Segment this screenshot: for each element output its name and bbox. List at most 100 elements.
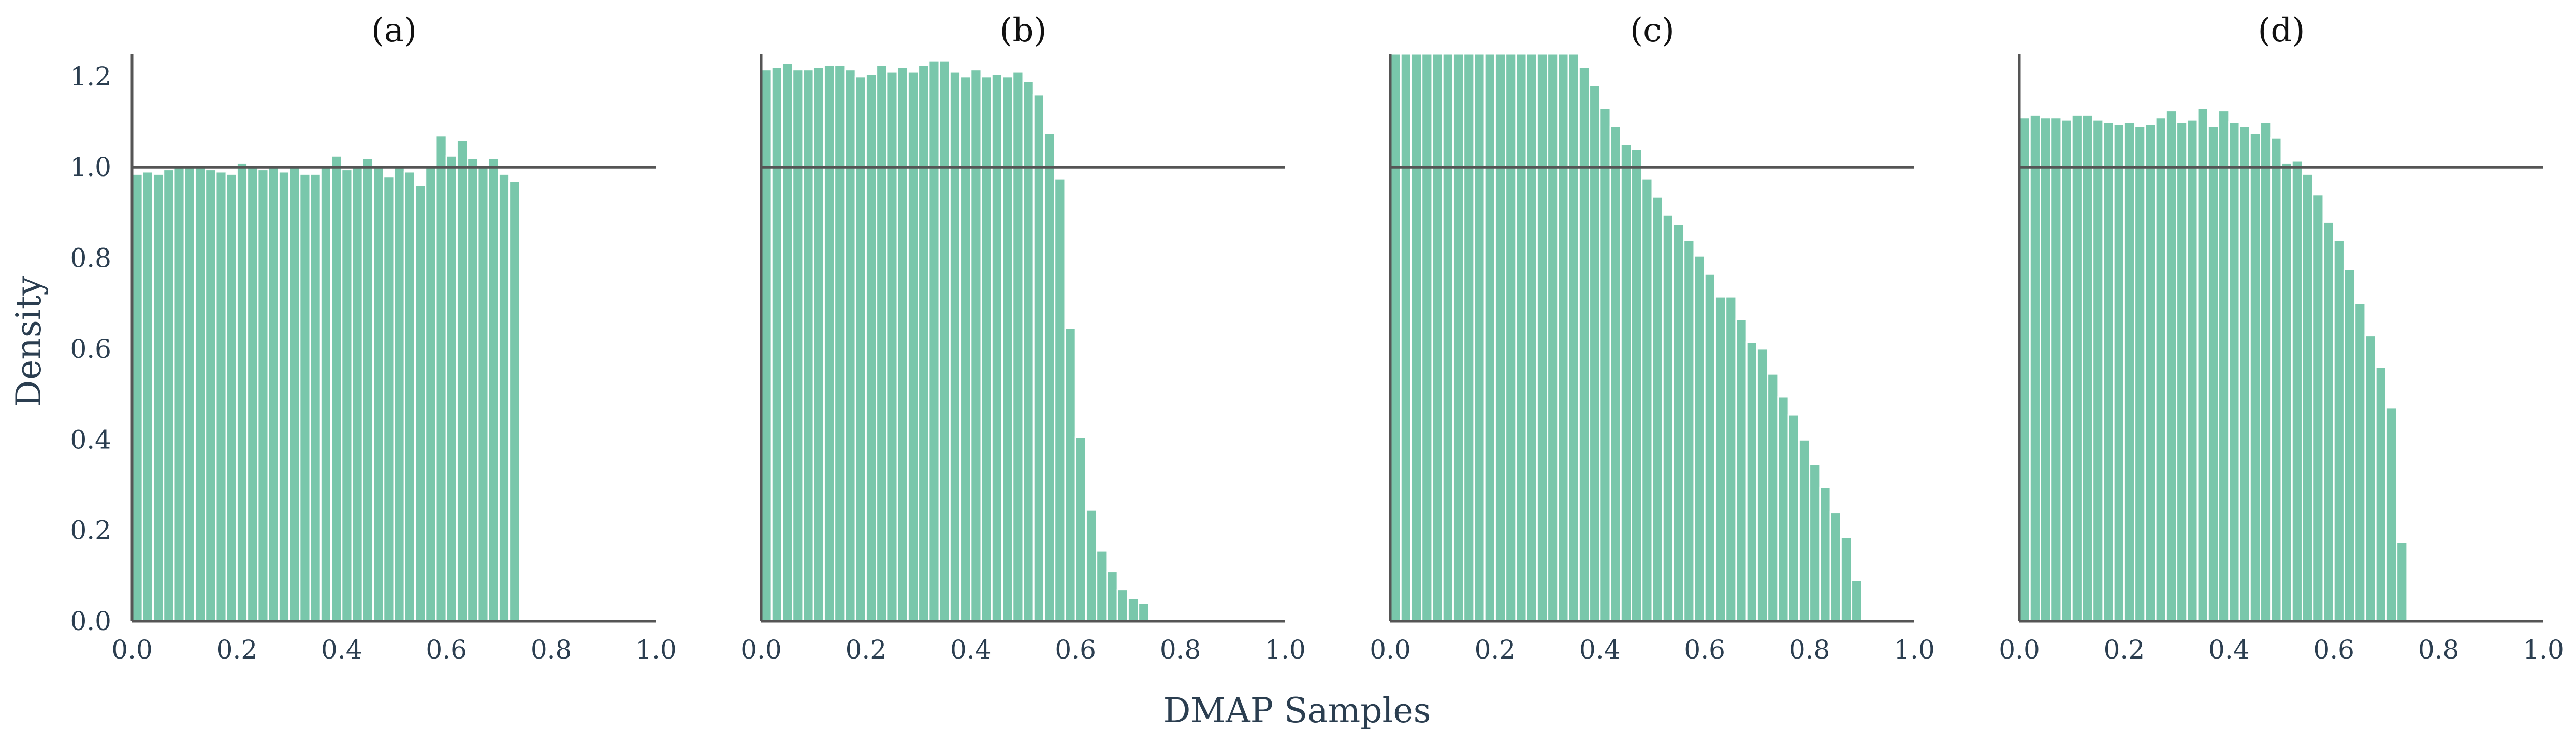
x-tick-label: 0.6	[426, 635, 467, 665]
histogram-bar	[1054, 178, 1066, 622]
histogram-bar	[1473, 53, 1486, 622]
x-tick-label: 0.8	[531, 635, 572, 665]
histogram-bar	[918, 64, 930, 622]
x-tick-label: 1.0	[1894, 635, 1935, 665]
histogram-bar	[1693, 255, 1706, 622]
histogram-bar	[2322, 221, 2335, 622]
histogram-bar	[2218, 110, 2230, 622]
histogram-bar	[2113, 123, 2125, 622]
histogram-bar	[267, 166, 280, 622]
histogram-bar	[2018, 116, 2031, 622]
histogram-bar	[173, 164, 185, 622]
histogram-bar	[1483, 53, 1496, 622]
histogram-bar	[2165, 110, 2178, 622]
histogram-bar	[2364, 334, 2377, 622]
x-tick-label: 0.2	[2104, 635, 2145, 665]
histogram-bar	[1463, 53, 1475, 622]
histogram-bar	[1756, 348, 1769, 622]
histogram-bar	[1829, 511, 1842, 622]
histogram-bar	[141, 171, 154, 622]
histogram-bar	[2207, 125, 2220, 622]
histogram-bar	[2196, 107, 2209, 622]
y-tick-label: 0.4	[70, 425, 111, 455]
histogram-bar	[1085, 509, 1098, 622]
histogram-bar	[844, 69, 856, 622]
histogram-bar	[2050, 116, 2062, 622]
x-tick-label: 0.0	[111, 635, 153, 665]
panel-title: (d)	[2258, 11, 2305, 50]
y-tick-label: 1.2	[70, 62, 111, 92]
y-tick-label: 0.6	[70, 334, 111, 364]
histogram-bar	[2081, 114, 2094, 622]
histogram-bar	[330, 155, 343, 622]
histogram-bar	[959, 76, 972, 622]
histogram-bar	[215, 171, 227, 622]
histogram-bar	[2291, 159, 2303, 622]
histogram-bar	[425, 166, 437, 622]
histogram-bar	[781, 62, 794, 622]
histogram-bar	[1819, 486, 1831, 622]
histogram-bar	[1557, 53, 1569, 622]
histogram-bar	[812, 66, 825, 622]
histogram-bar	[970, 69, 982, 622]
histogram-bar	[1043, 132, 1056, 622]
histogram-bar	[236, 162, 249, 622]
histogram-bar	[1662, 214, 1674, 622]
y-tick-label: 0.8	[70, 243, 111, 273]
histogram-bar	[435, 135, 447, 622]
histogram-bar	[2375, 366, 2387, 622]
histogram-bar	[309, 173, 322, 622]
histogram-bar	[1106, 571, 1118, 622]
histogram-bar	[2260, 121, 2272, 622]
y-tick-label: 0.0	[70, 606, 111, 636]
histogram-bar	[2155, 116, 2167, 622]
x-tick-label: 0.8	[1789, 635, 1830, 665]
histogram-bar	[319, 166, 332, 622]
histogram-bar	[2123, 121, 2136, 622]
histogram-bar	[351, 164, 363, 622]
histogram-bar	[2039, 116, 2052, 622]
histogram-bar	[414, 184, 427, 622]
panel-2: (b) 0.0 0.2 0.4 0.6 0.8 1.0	[740, 11, 1306, 665]
x-tick-label: 0.6	[1055, 635, 1096, 665]
histogram-bar	[1431, 53, 1444, 622]
bars	[1389, 53, 1863, 622]
histogram-bar	[403, 171, 416, 622]
histogram-bar	[2249, 132, 2262, 622]
histogram-bar	[299, 173, 311, 622]
histogram-bar	[792, 69, 804, 622]
x-tick-label: 0.8	[1160, 635, 1201, 665]
histogram-bar	[1767, 373, 1779, 622]
x-tick-label: 0.4	[2208, 635, 2250, 665]
histogram-bar	[991, 73, 1003, 622]
histogram-bar	[1400, 53, 1412, 622]
histogram-bar	[770, 66, 783, 622]
histogram-bar	[1809, 464, 1821, 622]
histogram-bar	[152, 173, 165, 622]
y-tick-label: 0.2	[70, 516, 111, 546]
histogram-bar	[278, 171, 290, 622]
histogram-bar	[980, 76, 993, 622]
histogram-bar	[1515, 53, 1527, 622]
histogram-bar	[834, 64, 846, 622]
histogram-bar	[2280, 162, 2293, 622]
histogram-bar	[1620, 143, 1633, 622]
panel-4: (d) 0.0 0.2 0.4 0.6 0.8 1.0	[1999, 11, 2564, 665]
histogram-bar	[1683, 239, 1695, 622]
histogram-bar	[2071, 114, 2083, 622]
histogram-bar	[361, 157, 374, 622]
x-tick-label: 0.4	[950, 635, 992, 665]
histogram-bar	[1547, 53, 1559, 622]
histogram-bar	[896, 66, 909, 622]
histogram-bar	[2301, 173, 2314, 622]
histogram-bar	[1074, 436, 1087, 622]
histogram-bar	[477, 166, 489, 622]
histogram-bar	[1787, 414, 1800, 622]
histogram-bar	[257, 169, 269, 622]
x-tick-label: 0.2	[216, 635, 258, 665]
histogram-bar	[823, 64, 836, 622]
histogram-bar	[1840, 536, 1853, 622]
x-tick-label: 1.0	[635, 635, 677, 665]
histogram-bar	[1001, 76, 1014, 622]
histogram-bar	[1096, 550, 1108, 622]
